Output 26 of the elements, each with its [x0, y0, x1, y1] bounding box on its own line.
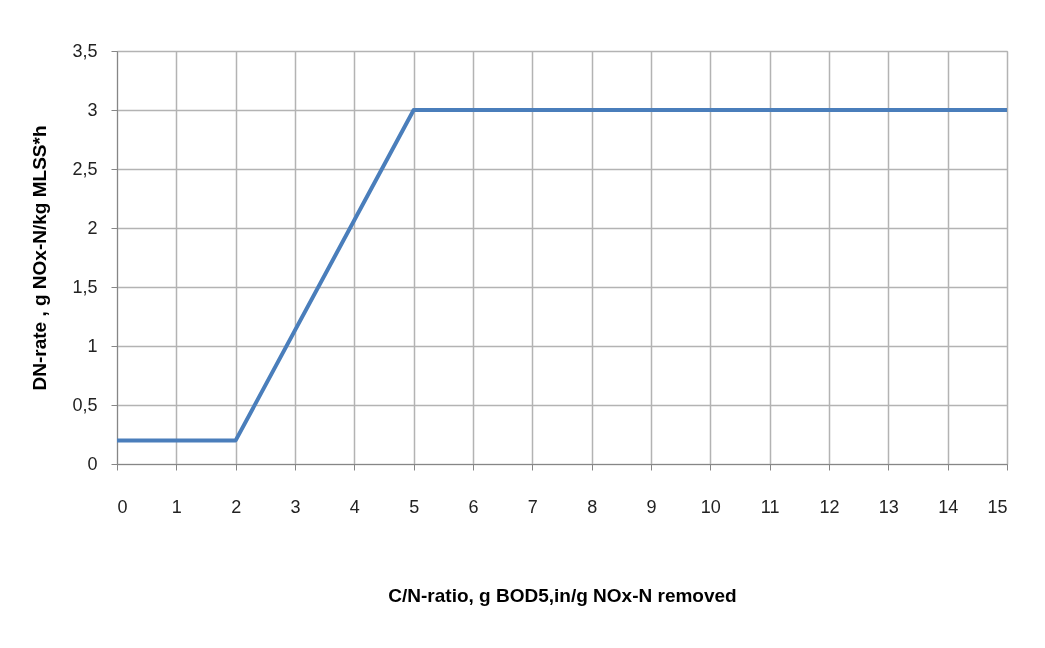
y-axis-title: DN-rate , g NOx-N/kg MLSS*h: [29, 125, 51, 391]
x-tick-label: 13: [878, 496, 899, 517]
x-tick-label: 9: [646, 496, 657, 517]
x-tick-label: 7: [527, 496, 538, 517]
x-tick-label: 0: [117, 496, 128, 517]
x-tick-label: 11: [760, 496, 780, 517]
y-tick-label: 2: [87, 217, 98, 238]
x-tick-label: 8: [587, 496, 598, 517]
y-tick-label: 2,5: [72, 158, 98, 179]
x-tick-label: 15: [987, 496, 1008, 517]
y-tick-label: 3,5: [72, 40, 98, 61]
x-tick-label: 14: [938, 496, 959, 517]
y-tick-label: 1,5: [72, 276, 98, 297]
x-axis-title: C/N-ratio, g BOD5,in/g NOx-N removed: [388, 584, 737, 606]
x-tick-label: 4: [349, 496, 360, 517]
y-tick-label: 0,5: [72, 394, 98, 415]
x-tick-label: 10: [700, 496, 721, 517]
x-tick-label: 2: [231, 496, 242, 517]
y-tick-label: 0: [87, 453, 98, 474]
x-tick-label: 12: [819, 496, 840, 517]
x-tick-label: 6: [468, 496, 479, 517]
y-tick-label: 3: [87, 99, 98, 120]
x-tick-label: 1: [171, 496, 182, 517]
y-tick-label: 1: [87, 335, 98, 356]
x-tick-label: 5: [409, 496, 420, 517]
x-tick-label: 3: [290, 496, 301, 517]
